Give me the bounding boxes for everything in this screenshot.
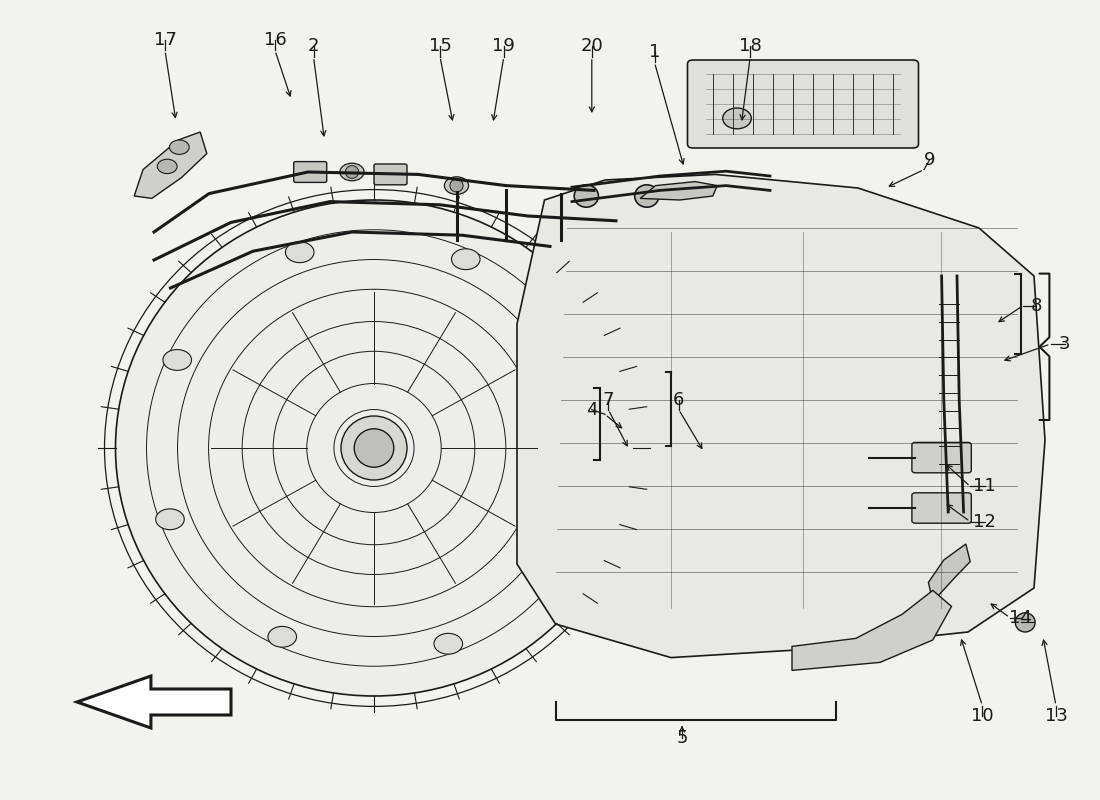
Ellipse shape [116, 200, 632, 696]
Ellipse shape [354, 429, 394, 467]
FancyBboxPatch shape [374, 164, 407, 185]
Text: 19: 19 [493, 38, 515, 55]
Ellipse shape [635, 185, 659, 207]
Ellipse shape [450, 179, 463, 192]
Text: 11: 11 [974, 478, 996, 495]
Text: 18: 18 [739, 38, 761, 55]
Circle shape [163, 350, 191, 370]
Circle shape [340, 163, 364, 181]
Ellipse shape [574, 185, 598, 207]
Text: 15: 15 [429, 38, 451, 55]
Circle shape [557, 526, 585, 546]
Text: 4: 4 [586, 401, 597, 418]
Polygon shape [792, 590, 952, 670]
Circle shape [451, 249, 480, 270]
FancyBboxPatch shape [688, 60, 918, 148]
Circle shape [156, 509, 185, 530]
Circle shape [723, 108, 751, 129]
Text: 13: 13 [1045, 707, 1067, 725]
FancyBboxPatch shape [294, 162, 327, 182]
Polygon shape [640, 182, 717, 200]
Circle shape [268, 626, 297, 647]
Polygon shape [134, 132, 207, 198]
Text: 1: 1 [649, 43, 660, 61]
FancyBboxPatch shape [912, 442, 971, 473]
Polygon shape [517, 174, 1045, 658]
Text: 12: 12 [974, 513, 996, 530]
Text: 20: 20 [581, 38, 603, 55]
Text: 14: 14 [1010, 609, 1032, 626]
Ellipse shape [345, 166, 359, 178]
Text: 2: 2 [308, 38, 319, 55]
FancyBboxPatch shape [912, 493, 971, 523]
Text: 7: 7 [603, 391, 614, 409]
Circle shape [444, 177, 469, 194]
Text: 5: 5 [676, 729, 688, 746]
Polygon shape [928, 544, 970, 602]
Ellipse shape [341, 416, 407, 480]
Circle shape [169, 140, 189, 154]
Text: 17: 17 [154, 31, 176, 49]
Text: 9: 9 [924, 151, 935, 169]
Text: 10: 10 [971, 707, 993, 725]
Circle shape [285, 242, 314, 262]
Text: 6: 6 [673, 391, 684, 409]
Circle shape [563, 366, 592, 387]
Text: 8: 8 [1031, 297, 1042, 314]
Text: 16: 16 [264, 31, 286, 49]
Polygon shape [77, 676, 231, 728]
Circle shape [434, 634, 463, 654]
Ellipse shape [1015, 613, 1035, 632]
Text: 3: 3 [1059, 335, 1070, 353]
Circle shape [157, 159, 177, 174]
